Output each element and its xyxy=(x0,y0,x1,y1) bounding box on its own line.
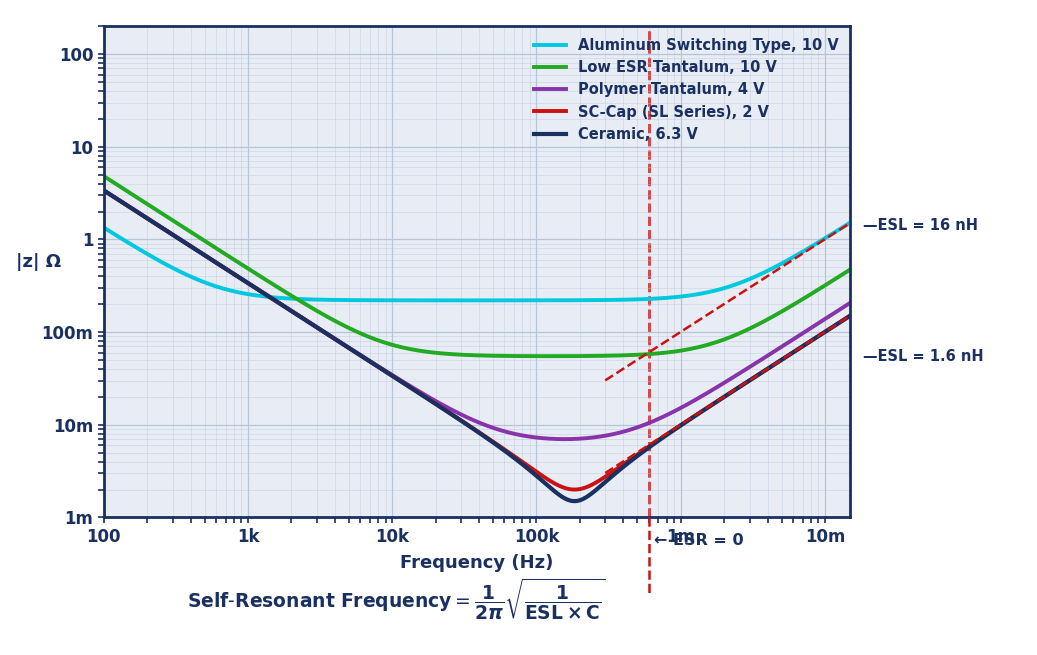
Text: $\mathbf{Self\text{-}Resonant\ Frequency} = \dfrac{\mathbf{1}}{\mathbf{2}\boldsy: $\mathbf{Self\text{-}Resonant\ Frequency… xyxy=(187,577,606,622)
Text: —ESL = 1.6 nH: —ESL = 1.6 nH xyxy=(863,350,983,364)
Text: ← ESR = 0: ← ESR = 0 xyxy=(654,533,744,548)
Text: —ESL = 16 nH: —ESL = 16 nH xyxy=(863,219,978,233)
Legend: Aluminum Switching Type, 10 V, Low ESR Tantalum, 10 V, Polymer Tantalum, 4 V, SC: Aluminum Switching Type, 10 V, Low ESR T… xyxy=(530,33,843,147)
Text: |z| Ω: |z| Ω xyxy=(16,253,61,271)
X-axis label: Frequency (Hz): Frequency (Hz) xyxy=(400,554,554,572)
